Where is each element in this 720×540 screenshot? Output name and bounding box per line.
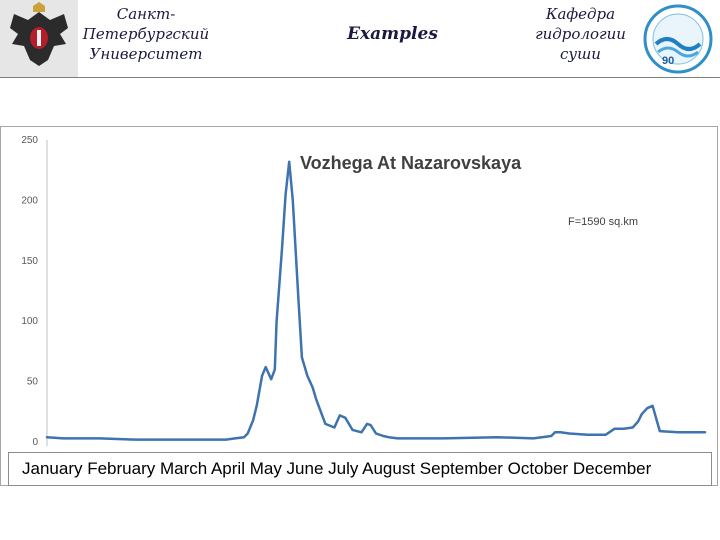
y-tick-label: 0 — [32, 437, 38, 448]
chart-frame — [0, 126, 718, 486]
y-tick-label: 150 — [21, 256, 38, 267]
university-crest-icon — [0, 0, 78, 77]
discharge-series-line — [45, 160, 707, 441]
hydrograph-chart: 0 50 100 150 200 250 — [21, 135, 707, 448]
university-line: Санкт- — [116, 5, 176, 23]
y-tick-label: 200 — [21, 195, 38, 206]
y-tick-label: 50 — [27, 377, 39, 388]
y-tick-label: 250 — [21, 135, 38, 146]
slide-title: Examples — [347, 24, 438, 44]
slide-header: Санкт- Петербургский Университет Example… — [0, 0, 720, 78]
department-line: Кафедра — [545, 5, 616, 23]
university-line: Петербургский — [82, 25, 210, 43]
department-line: гидрологии — [535, 25, 626, 43]
month-axis-labels: January February March April May June Ju… — [22, 459, 652, 478]
department-logo-icon: 90 — [643, 4, 713, 74]
university-line: Университет — [89, 45, 203, 63]
y-tick-label: 100 — [21, 316, 38, 327]
basin-area-note: F=1590 sq.km — [568, 216, 639, 228]
university-name: Санкт- Петербургский Университет — [80, 4, 212, 64]
header-divider — [0, 77, 720, 78]
month-axis-box — [8, 452, 712, 486]
department-name: Кафедра гидрологии суши — [528, 4, 633, 64]
logo-number: 90 — [662, 55, 674, 67]
chart-title: Vozhega At Nazarovskaya — [300, 153, 522, 173]
department-line: суши — [560, 45, 601, 63]
